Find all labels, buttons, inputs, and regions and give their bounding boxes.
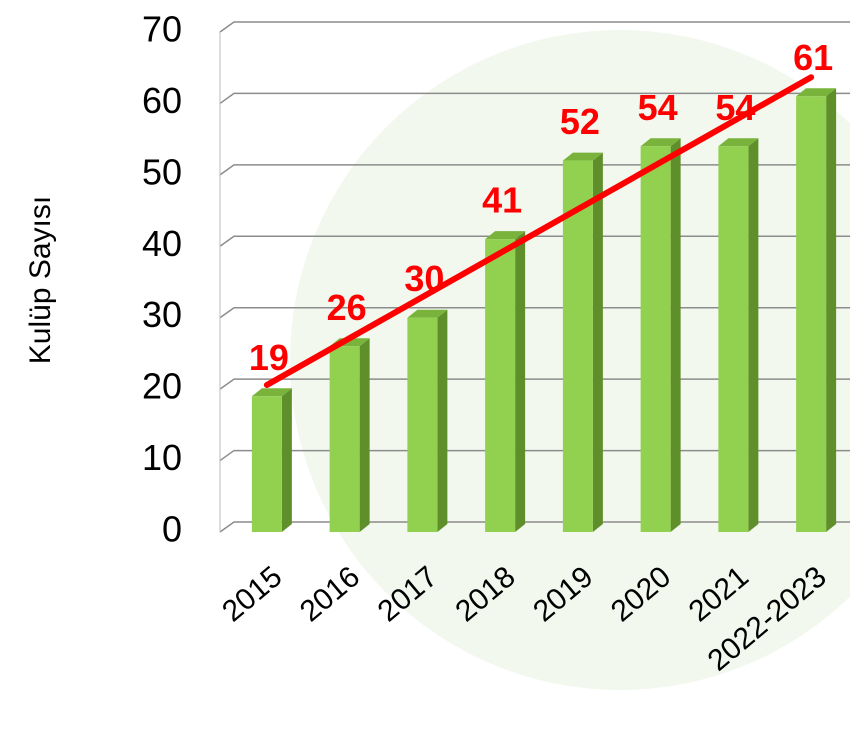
y-axis-title: Kulüp Sayısı — [24, 196, 57, 364]
bar — [251, 388, 292, 532]
bar-top — [562, 152, 603, 161]
value-label: 54 — [638, 87, 678, 128]
bar-top — [251, 388, 292, 397]
bar-top — [640, 138, 681, 147]
bar-front — [718, 146, 749, 533]
grid-line — [219, 92, 850, 105]
bar-front — [407, 317, 438, 532]
y-tick-label: 70 — [142, 9, 182, 50]
y-tick-label: 50 — [142, 151, 182, 192]
y-tick-label: 10 — [142, 437, 182, 478]
trendline — [263, 74, 815, 388]
bar-side — [748, 138, 759, 533]
y-tick-label: 20 — [142, 366, 182, 407]
bar — [718, 138, 759, 533]
bar-side — [359, 338, 370, 532]
bar — [407, 309, 448, 532]
bar — [640, 138, 681, 533]
x-tick-label: 2016 — [294, 560, 366, 628]
y-tick-label: 0 — [162, 509, 182, 550]
value-label: 19 — [249, 337, 289, 378]
bar-side — [670, 138, 681, 533]
bar-side — [592, 152, 603, 533]
bar-top — [485, 231, 526, 240]
grid-line — [219, 21, 850, 33]
y-tick-label: 60 — [142, 80, 182, 121]
value-label: 52 — [560, 101, 600, 142]
value-label: 26 — [327, 287, 367, 328]
bar-side — [826, 88, 837, 533]
y-tick-label: 40 — [142, 223, 182, 264]
bar-top — [718, 138, 759, 147]
bar-side — [281, 388, 292, 532]
bar-front — [796, 96, 827, 533]
value-label: 61 — [793, 37, 833, 78]
bar-top — [796, 88, 837, 97]
bar — [329, 338, 370, 532]
bar — [485, 231, 526, 532]
bar — [562, 152, 603, 533]
y-tick-label: 30 — [142, 294, 182, 335]
bar-side — [437, 309, 448, 532]
bar — [796, 88, 837, 533]
value-label: 54 — [715, 87, 755, 128]
bar-top — [407, 309, 448, 318]
bar-front — [251, 396, 282, 532]
bar-front — [562, 160, 593, 533]
value-label: 30 — [404, 258, 444, 299]
x-tick-label: 2015 — [216, 560, 288, 628]
value-label: 41 — [482, 180, 522, 221]
bar-front — [640, 146, 671, 533]
bar-side — [515, 231, 526, 532]
bar-front — [485, 239, 516, 532]
bar-front — [329, 346, 360, 532]
